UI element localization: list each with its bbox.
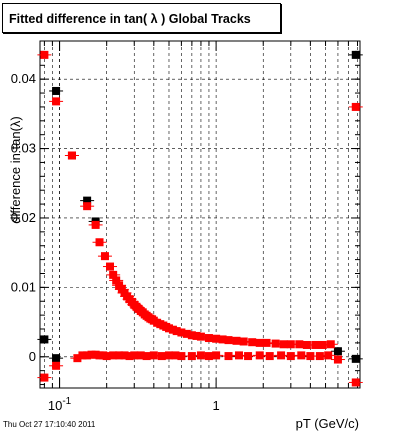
data-point: [286, 352, 295, 361]
data-point: [192, 331, 201, 340]
plot-frame: [39, 40, 361, 389]
data-point: [279, 340, 288, 349]
x-tick-label: 10-1: [48, 396, 72, 413]
data-point: [295, 340, 304, 349]
data-point: [333, 347, 342, 356]
data-point: [177, 352, 186, 361]
data-point: [100, 252, 109, 261]
data-point: [204, 352, 213, 361]
data-point: [326, 340, 335, 349]
y-tick-label: 0.03: [11, 141, 36, 156]
x-tick-label-exponent: -1: [62, 396, 71, 407]
data-point: [182, 329, 191, 338]
data-point: [136, 351, 145, 360]
data-point: [224, 352, 233, 361]
data-point: [311, 340, 320, 349]
data-point: [234, 351, 243, 360]
data-point: [120, 351, 129, 360]
data-point: [239, 337, 248, 346]
data-point: [157, 352, 166, 361]
data-point: [112, 276, 121, 285]
data-point: [52, 354, 61, 363]
data-point: [115, 281, 124, 290]
chart-title: Fitted difference in tan( λ ) Global Tra…: [9, 12, 251, 26]
data-point: [351, 354, 360, 363]
data-point: [91, 220, 100, 229]
data-point: [52, 361, 61, 370]
y-tick-label: 0.01: [11, 279, 36, 294]
data-point: [255, 351, 264, 360]
data-point: [302, 340, 311, 349]
data-point: [187, 352, 196, 361]
axis-tick-labels: 0 0.01 0.02 0.03 0.04 10-1 1: [11, 71, 220, 413]
data-point: [262, 338, 271, 347]
data-point: [67, 151, 76, 160]
data-point: [40, 50, 49, 59]
data-point: [204, 334, 213, 343]
axis-ticks: [40, 41, 360, 388]
data-point: [212, 351, 221, 360]
data-point: [83, 196, 92, 205]
data-point: [351, 378, 360, 387]
data-point: [286, 340, 295, 349]
data-point: [265, 352, 274, 361]
data-point: [277, 351, 286, 360]
data-point: [333, 355, 342, 364]
data-point: [109, 270, 118, 279]
data-point: [187, 331, 196, 340]
data-point: [73, 354, 82, 363]
data-point: [95, 238, 104, 247]
data-point: [351, 50, 360, 59]
data-point: [306, 352, 315, 361]
data-point: [196, 332, 205, 341]
data-point: [297, 351, 306, 360]
data-point: [40, 335, 49, 344]
y-tick-label: 0.04: [11, 71, 36, 86]
data-point: [315, 352, 324, 361]
data-point: [172, 327, 181, 336]
data-point: [149, 351, 158, 360]
x-tick-label: 1: [212, 398, 219, 413]
data-point: [318, 340, 327, 349]
data-point: [171, 351, 180, 360]
y-tick-label: 0.02: [11, 210, 36, 225]
data-point: [52, 86, 61, 95]
data-point: [142, 352, 151, 361]
data-point: [196, 351, 205, 360]
data-point: [224, 336, 233, 345]
data-point: [52, 97, 61, 106]
data-point: [83, 351, 92, 360]
title-box: Fitted difference in tan( λ ) Global Tra…: [2, 3, 281, 33]
data-point: [351, 102, 360, 111]
data-point: [106, 262, 115, 271]
data-point: [271, 339, 280, 348]
x-axis-label: pT (GeV/c): [296, 416, 359, 431]
data-point: [232, 336, 241, 345]
data-point: [177, 328, 186, 337]
data-points: [37, 50, 363, 387]
data-point: [244, 352, 253, 361]
data-point: [324, 351, 333, 360]
data-point: [102, 352, 111, 361]
data-point: [125, 352, 134, 361]
y-tick-label: 0: [29, 349, 36, 364]
data-point: [83, 202, 92, 211]
timestamp: Thu Oct 27 17:10:40 2011: [3, 420, 96, 429]
data-point: [212, 334, 221, 343]
data-point: [40, 373, 49, 382]
y-axis-label: difference in tan(λ): [8, 116, 23, 223]
data-point: [248, 338, 257, 347]
data-point: [218, 335, 227, 344]
